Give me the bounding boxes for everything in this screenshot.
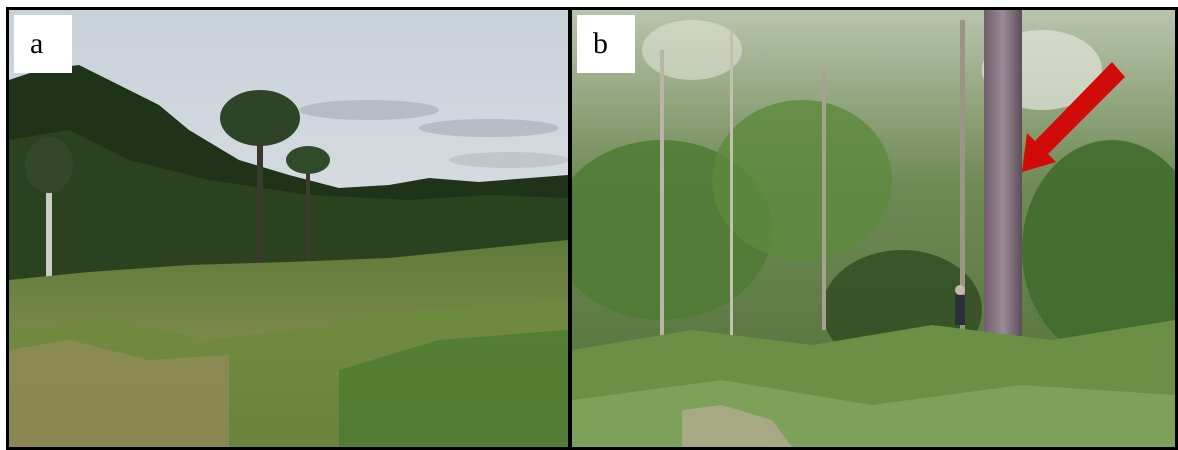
red-arrow-icon [1022,62,1125,172]
photo-panel-a: a [6,7,571,450]
forest-interior-photo [572,10,1175,447]
panel-label-b: b [577,15,635,73]
panel-label-a: a [14,15,72,73]
photo-panel-b: b [569,7,1178,450]
forest-edge-photo [9,10,568,447]
